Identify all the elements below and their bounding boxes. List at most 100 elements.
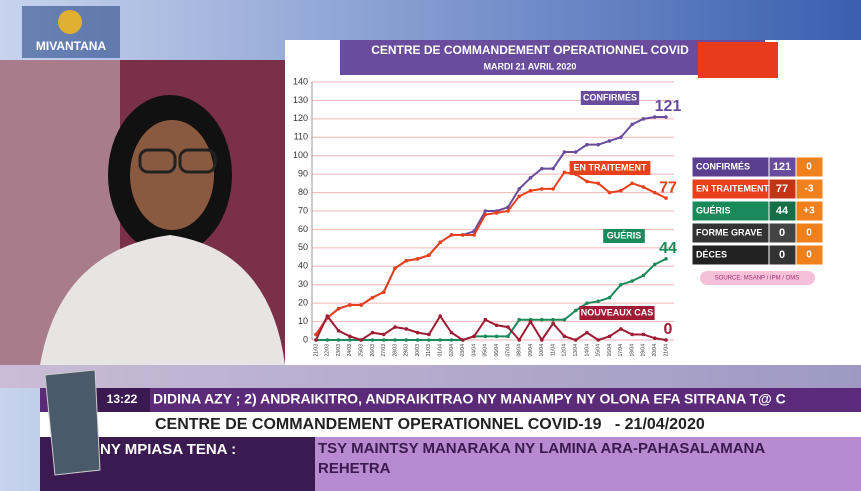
data-point [540, 187, 544, 191]
data-point [483, 212, 488, 217]
x-tick-label: 18/04 [629, 344, 635, 357]
data-point [562, 317, 567, 322]
data-point [348, 303, 352, 307]
data-point [460, 233, 465, 237]
y-tick-label: 80 [298, 187, 308, 197]
source-text: SOURCE: MSANP / IPM / OMS [715, 276, 800, 282]
channel-emblem [44, 369, 101, 476]
data-point [652, 336, 657, 340]
message-box [315, 437, 861, 491]
x-tick-label: 26/03 [370, 344, 376, 357]
data-point [664, 115, 668, 119]
data-point [607, 334, 612, 339]
data-point [472, 233, 476, 237]
data-point [641, 273, 646, 278]
series-line [315, 314, 667, 342]
table-value: 0 [779, 249, 785, 261]
data-point [325, 314, 330, 318]
ticker-text: DIDINA AZY ; 2) ANDRAIKITRO, ANDRAIKITRA… [153, 391, 786, 407]
x-tick-label: 22/03 [325, 344, 331, 357]
data-point [517, 194, 522, 199]
data-point [630, 181, 634, 186]
data-point [494, 211, 499, 215]
data-point [494, 334, 499, 339]
series-line [315, 171, 667, 336]
data-point [393, 266, 397, 270]
logo-text: MIVANTANA [36, 39, 107, 53]
x-tick-label: 10/04 [539, 344, 545, 357]
table-change: 0 [806, 228, 812, 239]
table-cell [795, 222, 824, 244]
data-point [562, 170, 567, 175]
x-tick-label: 15/04 [596, 344, 602, 357]
y-tick-label: 60 [298, 224, 308, 234]
data-point [314, 332, 318, 337]
ticker-time-box [95, 388, 150, 412]
y-tick-label: 30 [298, 279, 308, 289]
chart-subtitle: MARDI 21 AVRIL 2020 [484, 61, 577, 71]
y-tick-label: 40 [298, 261, 308, 271]
data-point [381, 290, 386, 294]
y-tick-label: 130 [293, 95, 308, 105]
data-point [483, 209, 488, 213]
data-point [506, 209, 510, 213]
x-tick-label: 23/03 [336, 344, 342, 357]
data-point [472, 334, 476, 339]
data-point [483, 317, 488, 322]
table-value: 77 [776, 183, 788, 195]
data-point [607, 139, 612, 143]
data-point [438, 240, 442, 245]
y-tick-label: 70 [298, 205, 308, 215]
data-point [619, 188, 623, 193]
x-tick-label: 02/04 [449, 344, 455, 357]
data-point [562, 334, 567, 339]
data-point [427, 253, 431, 258]
data-point [596, 142, 601, 147]
data-point [585, 142, 589, 147]
data-point [630, 122, 634, 127]
data-point [381, 338, 386, 342]
x-tick-label: 20/04 [652, 344, 658, 357]
tv-logo [698, 42, 778, 78]
data-point [336, 338, 341, 342]
data-point [528, 188, 533, 193]
data-point [551, 187, 555, 191]
x-tick-label: 28/03 [392, 344, 398, 357]
data-point [427, 338, 431, 342]
data-point [494, 323, 499, 328]
data-point [517, 187, 522, 191]
x-tick-label: 29/03 [404, 344, 410, 357]
x-tick-label: 09/04 [528, 344, 534, 357]
end-value-label: 121 [655, 98, 682, 115]
data-point [336, 328, 341, 333]
data-point [664, 196, 668, 200]
data-point [460, 338, 465, 342]
data-point [528, 176, 533, 180]
x-tick-label: 14/04 [584, 344, 590, 357]
x-tick-label: 27/03 [381, 344, 387, 357]
message-line: TSY MAINTSY MANARAKA NY LAMINA ARA-PAHAS… [318, 440, 765, 457]
series-label-box [569, 161, 651, 175]
data-point [506, 325, 510, 329]
title-bar [40, 412, 861, 437]
presenter [40, 95, 285, 365]
data-point [393, 325, 397, 329]
lower-message: TSY MAINTSY MANARAKA NY LAMINA ARA-PAHAS… [318, 440, 765, 477]
table-label: GUÉRIS [696, 205, 731, 215]
x-tick-label: 07/04 [505, 344, 511, 357]
lower-title: CENTRE DE COMMANDEMENT OPERATIONNEL COVI… [155, 416, 705, 433]
y-tick-label: 100 [293, 150, 308, 160]
table-value: 121 [773, 161, 791, 173]
data-point [573, 338, 578, 342]
x-tick-label: 21/03 [313, 344, 319, 357]
y-tick-label: 110 [294, 132, 308, 142]
data-point [585, 330, 589, 335]
data-point [562, 150, 567, 154]
gap-band [0, 365, 861, 388]
data-point [607, 295, 612, 300]
data-point [336, 306, 341, 311]
table-label: FORME GRAVE [696, 227, 762, 237]
table-change: +3 [803, 206, 815, 217]
